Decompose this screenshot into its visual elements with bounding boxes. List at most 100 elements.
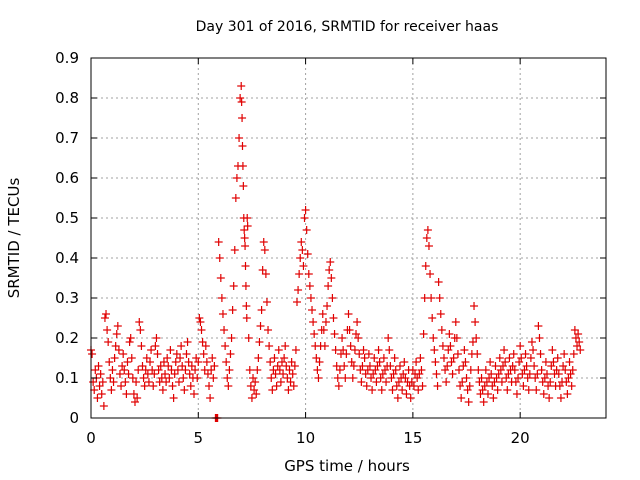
data-point	[121, 378, 130, 386]
data-point	[368, 386, 377, 394]
data-point	[401, 374, 410, 382]
data-point	[165, 374, 174, 382]
data-point	[540, 374, 549, 382]
data-point	[483, 390, 492, 398]
data-point	[519, 382, 528, 390]
data-point	[262, 298, 271, 306]
data-point	[301, 206, 310, 214]
data-point	[331, 346, 340, 354]
data-point	[393, 394, 402, 402]
data-point	[559, 362, 568, 370]
data-point	[472, 334, 481, 342]
data-point	[104, 338, 113, 346]
data-point	[239, 182, 248, 190]
data-point	[321, 318, 330, 326]
data-point	[378, 370, 387, 378]
data-point	[402, 390, 411, 398]
data-point	[271, 370, 280, 378]
data-point	[136, 326, 145, 334]
x-tick-label: 10	[296, 429, 315, 447]
data-point	[120, 366, 129, 374]
data-point	[147, 346, 156, 354]
data-point	[486, 358, 495, 366]
data-point	[382, 378, 391, 386]
data-point	[560, 350, 569, 358]
data-point	[568, 366, 577, 374]
data-point	[102, 310, 111, 318]
data-point	[137, 342, 146, 350]
data-point	[458, 378, 467, 386]
data-point	[391, 366, 400, 374]
data-point	[237, 82, 246, 90]
data-point	[261, 270, 270, 278]
data-point	[376, 374, 385, 382]
data-point	[539, 390, 548, 398]
data-point	[306, 294, 315, 302]
data-point	[524, 386, 533, 394]
data-point	[459, 362, 468, 370]
data-point	[473, 350, 482, 358]
data-point	[245, 366, 254, 374]
data-point	[260, 246, 269, 254]
data-point	[247, 394, 256, 402]
data-point	[197, 326, 206, 334]
data-point	[279, 370, 288, 378]
x-tick-label: 5	[194, 429, 204, 447]
data-point	[168, 382, 177, 390]
data-point	[146, 358, 155, 366]
y-tick-label: 0.8	[55, 89, 79, 107]
data-point	[293, 298, 301, 306]
data-point	[426, 270, 435, 278]
data-point	[254, 354, 263, 362]
data-point	[465, 382, 474, 390]
data-point	[133, 394, 142, 402]
data-point	[127, 354, 136, 362]
data-point	[496, 366, 505, 374]
data-point	[299, 262, 308, 270]
data-point	[255, 338, 264, 346]
data-point	[152, 334, 161, 342]
data-point	[380, 366, 389, 374]
data-point	[274, 346, 283, 354]
data-point	[561, 366, 570, 374]
data-point	[231, 194, 240, 202]
data-point	[177, 342, 186, 350]
data-point	[356, 366, 365, 374]
data-point	[466, 366, 475, 374]
data-point	[369, 370, 378, 378]
data-point	[325, 266, 334, 274]
data-point	[491, 362, 500, 370]
y-tick-label: 0.6	[55, 169, 79, 187]
data-point	[236, 94, 245, 102]
data-point	[109, 378, 118, 386]
data-point	[392, 382, 401, 390]
data-point	[161, 370, 170, 378]
data-point	[358, 362, 367, 370]
data-point	[228, 306, 237, 314]
data-point	[344, 310, 353, 318]
data-point	[193, 374, 202, 382]
data-point	[350, 346, 359, 354]
data-point	[294, 286, 303, 294]
data-point	[475, 378, 484, 386]
data-point	[387, 374, 396, 382]
data-point	[541, 358, 550, 366]
data-point	[564, 374, 573, 382]
data-point	[390, 354, 399, 362]
data-point	[349, 362, 358, 370]
data-point	[474, 366, 483, 374]
data-point	[424, 242, 433, 250]
data-point	[569, 350, 578, 358]
data-point	[124, 370, 133, 378]
data-point	[320, 342, 329, 350]
data-point	[296, 254, 305, 262]
data-point	[140, 382, 149, 390]
data-point	[303, 250, 312, 258]
data-point	[215, 254, 224, 262]
data-point	[535, 334, 544, 342]
data-point	[267, 374, 276, 382]
data-point	[251, 378, 260, 386]
data-point	[490, 378, 499, 386]
data-point	[242, 302, 251, 310]
data-point	[511, 378, 520, 386]
